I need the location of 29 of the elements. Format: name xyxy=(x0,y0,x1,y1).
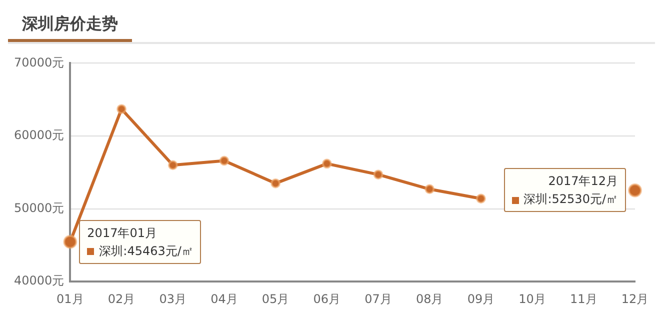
point xyxy=(424,184,435,194)
point xyxy=(322,158,332,169)
x-tick-label: 10月 xyxy=(518,292,546,306)
annotation: 深圳:45463元/㎡ xyxy=(99,244,194,258)
x-tick-label: 12月 xyxy=(621,292,649,306)
x-tick-label: 05月 xyxy=(262,292,290,306)
annotation: 深圳:52530元/㎡ xyxy=(524,192,618,206)
annotation: 2017年12月 xyxy=(548,174,618,188)
x-tick-label: 07月 xyxy=(364,292,392,306)
x-tick-label: 03月 xyxy=(159,292,187,306)
y-tick-label: 70000元 xyxy=(14,55,64,70)
x-tick-label: 09月 xyxy=(467,292,495,306)
y-tick-label: 60000元 xyxy=(14,128,64,142)
x-tick-label: 01月 xyxy=(56,292,84,306)
point xyxy=(373,170,384,180)
point xyxy=(116,104,127,114)
point xyxy=(219,156,230,166)
point xyxy=(168,160,178,170)
x-tick-label: 08月 xyxy=(416,292,444,306)
y-tick-label: 40000元 xyxy=(14,274,64,288)
x-tick-label: 06月 xyxy=(313,292,341,306)
point xyxy=(476,194,486,204)
y-tick-label: 50000元 xyxy=(14,200,64,215)
x-tick-label: 04月 xyxy=(210,292,238,306)
annotation: 2017年01月 xyxy=(87,226,157,240)
x-tick-label: 02月 xyxy=(108,292,136,306)
chart-title: 深圳房价走势 xyxy=(8,8,132,42)
x-tick-label: 11月 xyxy=(570,292,598,306)
point xyxy=(270,178,281,188)
